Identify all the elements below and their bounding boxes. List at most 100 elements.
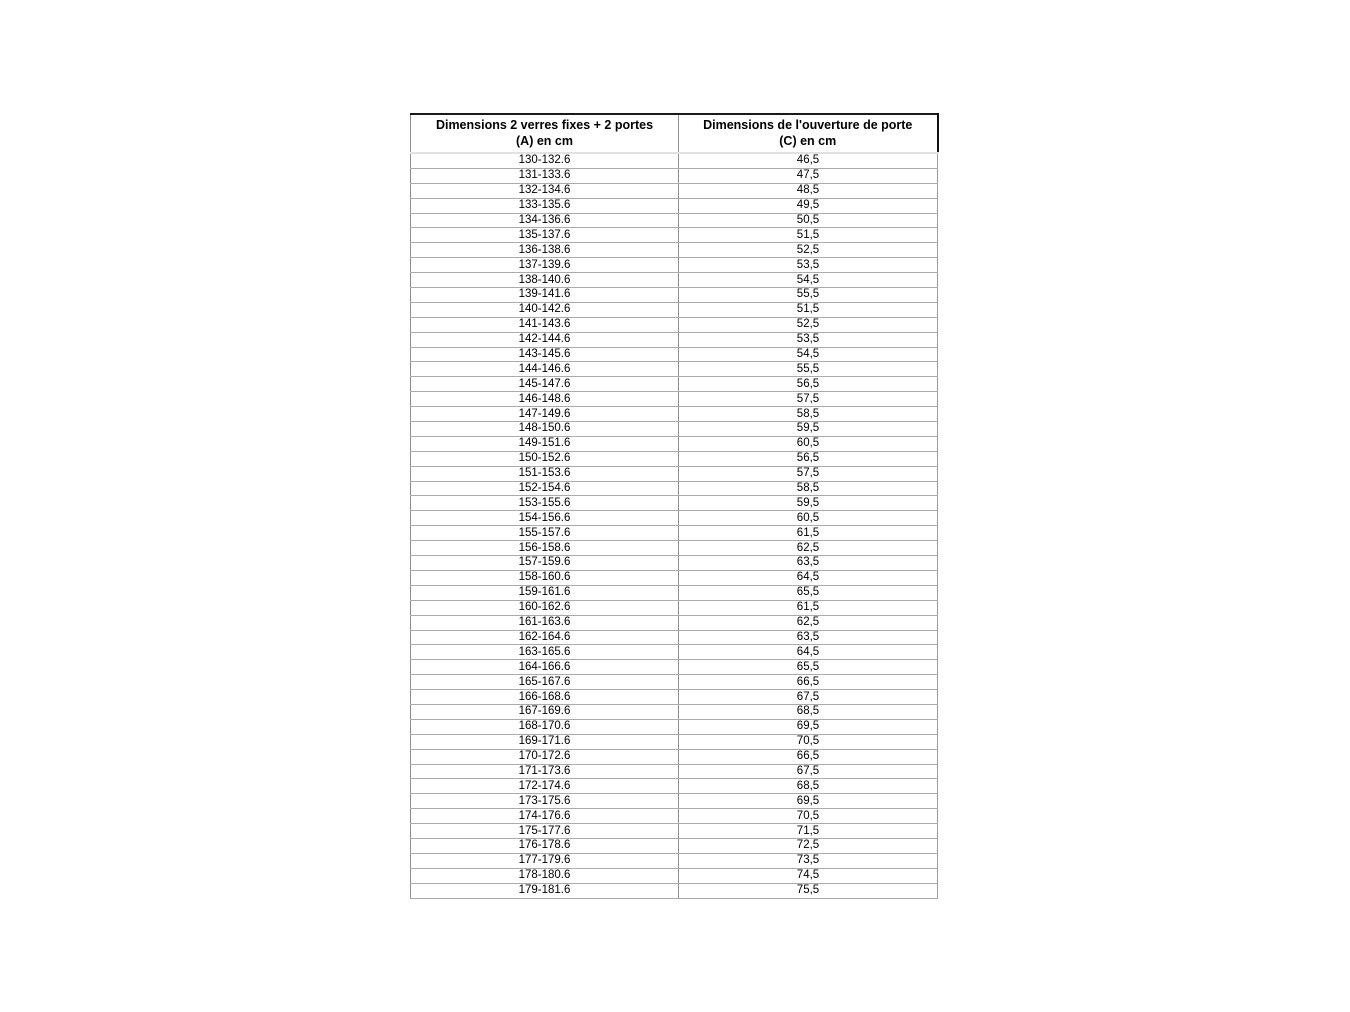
table-row: 146-148.6 57,5: [410, 391, 938, 408]
cell-opening-c: 54,5: [678, 347, 938, 363]
cell-dimensions-a: 163-165.6: [410, 644, 679, 661]
cell-opening-c: 57,5: [678, 391, 938, 408]
table-row: 162-164.6 63,5: [410, 630, 938, 646]
cell-dimensions-a: 165-167.6: [410, 674, 679, 691]
cell-dimensions-a: 144-146.6: [410, 361, 679, 378]
table-row: 142-144.6 53,5: [410, 332, 938, 348]
cell-opening-c: 64,5: [678, 644, 938, 661]
cell-opening-c: 66,5: [678, 749, 938, 765]
table-row: 160-162.6 61,5: [410, 600, 938, 616]
cell-opening-c: 60,5: [678, 436, 938, 452]
table-row: 149-151.6 60,5: [410, 436, 938, 452]
table-row: 130-132.6 46,5: [410, 153, 938, 169]
column-header-opening-c-line2: (C) en cm: [779, 134, 837, 148]
table-row: 154-156.6 60,5: [410, 510, 938, 527]
table-row: 156-158.6 62,5: [410, 540, 938, 557]
cell-opening-c: 60,5: [678, 510, 938, 527]
cell-opening-c: 46,5: [678, 153, 938, 169]
table-header-row: Dimensions 2 verres fixes + 2 portes (A)…: [410, 113, 939, 154]
cell-opening-c: 68,5: [678, 704, 938, 720]
table-row: 174-176.6 70,5: [410, 808, 938, 825]
cell-opening-c: 75,5: [678, 883, 938, 899]
cell-dimensions-a: 153-155.6: [410, 495, 679, 512]
cell-dimensions-a: 158-160.6: [410, 570, 679, 586]
cell-opening-c: 52,5: [678, 317, 938, 333]
dimensions-table: Dimensions 2 verres fixes + 2 portes (A)…: [410, 113, 939, 899]
table-header: Dimensions 2 verres fixes + 2 portes (A)…: [410, 113, 939, 154]
table-row: 131-133.6 47,5: [410, 168, 938, 184]
cell-dimensions-a: 176-178.6: [410, 838, 679, 854]
table-row: 141-143.6 52,5: [410, 317, 938, 333]
cell-dimensions-a: 142-144.6: [410, 332, 679, 348]
cell-dimensions-a: 160-162.6: [410, 600, 679, 616]
cell-opening-c: 58,5: [678, 406, 938, 423]
cell-opening-c: 59,5: [678, 421, 938, 437]
cell-opening-c: 54,5: [678, 272, 938, 289]
cell-opening-c: 65,5: [678, 659, 938, 676]
table-body: 130-132.6 46,5 131-133.6 47,5 132-134.6 48,5 1…: [410, 153, 938, 899]
cell-opening-c: 56,5: [678, 451, 938, 467]
cell-dimensions-a: 134-136.6: [410, 213, 679, 229]
table-row: 139-141.6 55,5: [410, 287, 938, 303]
cell-opening-c: 63,5: [678, 555, 938, 571]
cell-dimensions-a: 136-138.6: [410, 242, 679, 259]
cell-opening-c: 62,5: [678, 615, 938, 631]
table-row: 148-150.6 59,5: [410, 421, 938, 437]
cell-dimensions-a: 174-176.6: [410, 808, 679, 825]
cell-opening-c: 64,5: [678, 570, 938, 586]
table-row: 179-181.6 75,5: [410, 883, 938, 899]
cell-dimensions-a: 179-181.6: [410, 883, 679, 899]
cell-opening-c: 63,5: [678, 630, 938, 646]
cell-dimensions-a: 145-147.6: [410, 376, 679, 393]
table-row: 138-140.6 54,5: [410, 272, 938, 289]
cell-opening-c: 53,5: [678, 257, 938, 274]
cell-dimensions-a: 166-168.6: [410, 689, 679, 705]
cell-opening-c: 48,5: [678, 183, 938, 199]
table-row: 151-153.6 57,5: [410, 466, 938, 482]
cell-dimensions-a: 155-157.6: [410, 525, 679, 542]
cell-dimensions-a: 178-180.6: [410, 868, 679, 884]
cell-opening-c: 52,5: [678, 242, 938, 259]
cell-opening-c: 73,5: [678, 853, 938, 869]
cell-opening-c: 65,5: [678, 585, 938, 601]
cell-dimensions-a: 161-163.6: [410, 615, 679, 631]
cell-dimensions-a: 133-135.6: [410, 198, 679, 214]
cell-opening-c: 62,5: [678, 540, 938, 557]
table-row: 159-161.6 65,5: [410, 585, 938, 601]
cell-dimensions-a: 156-158.6: [410, 540, 679, 557]
cell-dimensions-a: 131-133.6: [410, 168, 679, 184]
table-row: 147-149.6 58,5: [410, 406, 938, 423]
cell-dimensions-a: 149-151.6: [410, 436, 679, 452]
cell-opening-c: 70,5: [678, 734, 938, 750]
column-header-dimensions-a: Dimensions 2 verres fixes + 2 portes (A)…: [410, 113, 679, 154]
cell-dimensions-a: 147-149.6: [410, 406, 679, 423]
cell-opening-c: 55,5: [678, 361, 938, 378]
cell-dimensions-a: 169-171.6: [410, 734, 679, 750]
table-row: 144-146.6 55,5: [410, 361, 938, 378]
table-row: 136-138.6 52,5: [410, 242, 938, 259]
cell-opening-c: 70,5: [678, 808, 938, 825]
cell-opening-c: 55,5: [678, 287, 938, 303]
table-row: 170-172.6 66,5: [410, 749, 938, 765]
table-row: 158-160.6 64,5: [410, 570, 938, 586]
cell-opening-c: 66,5: [678, 674, 938, 691]
cell-dimensions-a: 130-132.6: [410, 153, 679, 169]
cell-opening-c: 58,5: [678, 481, 938, 497]
cell-dimensions-a: 132-134.6: [410, 183, 679, 199]
table-row: 164-166.6 65,5: [410, 659, 938, 676]
cell-opening-c: 59,5: [678, 495, 938, 512]
cell-dimensions-a: 168-170.6: [410, 719, 679, 735]
cell-dimensions-a: 172-174.6: [410, 778, 679, 795]
table-row: 161-163.6 62,5: [410, 615, 938, 631]
table-row: 145-147.6 56,5: [410, 376, 938, 393]
table-row: 140-142.6 51,5: [410, 302, 938, 318]
cell-dimensions-a: 159-161.6: [410, 585, 679, 601]
cell-dimensions-a: 154-156.6: [410, 510, 679, 527]
cell-dimensions-a: 171-173.6: [410, 764, 679, 780]
table-row: 155-157.6 61,5: [410, 525, 938, 542]
cell-opening-c: 61,5: [678, 525, 938, 542]
cell-opening-c: 67,5: [678, 689, 938, 705]
cell-opening-c: 71,5: [678, 823, 938, 839]
table-row: 178-180.6 74,5: [410, 868, 938, 884]
